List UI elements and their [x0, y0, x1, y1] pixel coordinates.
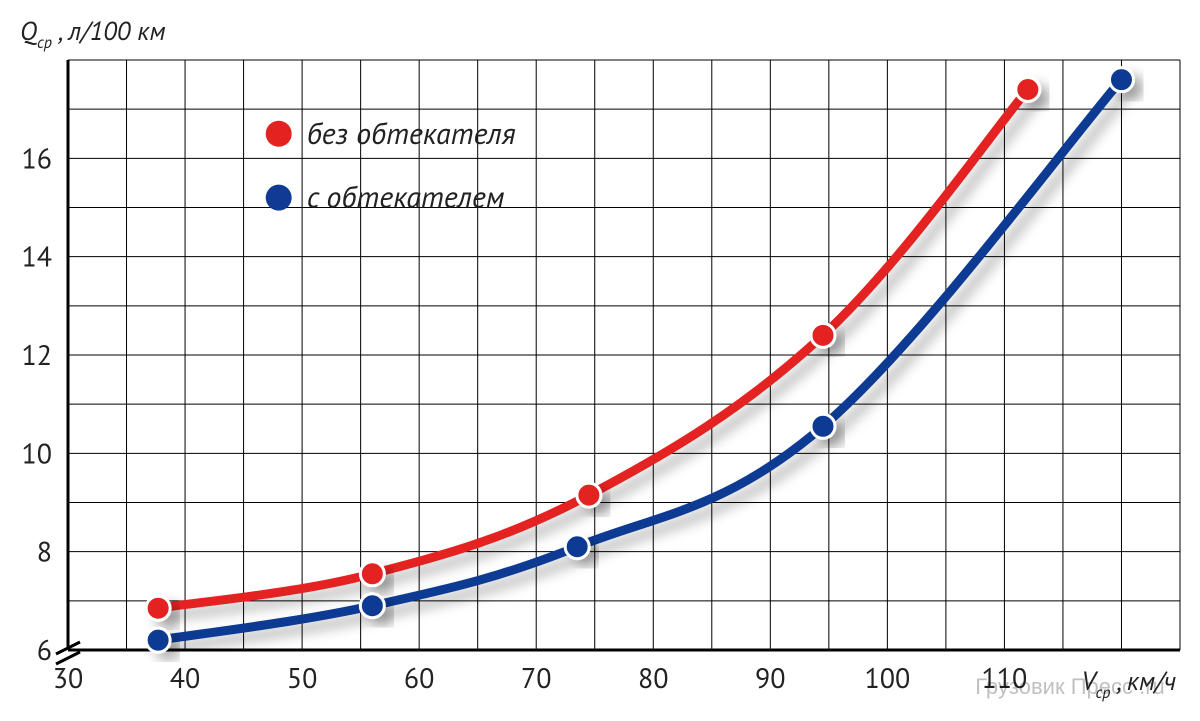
x-tick-label: 100 [864, 659, 910, 696]
legend-label-no_fairing: без обтекателя [307, 114, 516, 153]
x-tick-label: 40 [170, 659, 201, 696]
x-tick-label: 50 [287, 659, 318, 696]
y-tick-label: 8 [37, 533, 52, 570]
x-tick-label: 80 [638, 659, 669, 696]
fuel-consumption-chart: 304050607080901001106810121416Qср , л/10… [0, 0, 1200, 721]
watermark: Грузовик Пресс .ru [975, 674, 1165, 699]
x-tick-label: 70 [521, 659, 552, 696]
series-marker-with_fairing [360, 594, 384, 618]
chart-svg: 304050607080901001106810121416Qср , л/10… [0, 0, 1200, 721]
legend-marker-with_fairing [266, 185, 292, 211]
y-tick-label: 10 [21, 434, 52, 471]
legend-marker-no_fairing [266, 121, 292, 147]
series-marker-no_fairing [360, 562, 384, 586]
series-marker-no_fairing [1016, 78, 1040, 102]
series-marker-with_fairing [146, 628, 170, 652]
series-marker-with_fairing [565, 535, 589, 559]
x-tick-label: 60 [404, 659, 435, 696]
y-tick-label: 6 [37, 631, 52, 668]
series-marker-with_fairing [1109, 68, 1133, 92]
x-tick-label: 30 [53, 659, 84, 696]
series-marker-no_fairing [577, 483, 601, 507]
series-marker-no_fairing [811, 323, 835, 347]
x-tick-label: 90 [755, 659, 786, 696]
y-tick-label: 14 [21, 238, 52, 275]
series-marker-with_fairing [811, 414, 835, 438]
legend-label-with_fairing: с обтекателем [307, 178, 505, 217]
y-tick-label: 12 [21, 336, 52, 373]
series-marker-no_fairing [146, 596, 170, 620]
y-tick-label: 16 [21, 139, 52, 176]
